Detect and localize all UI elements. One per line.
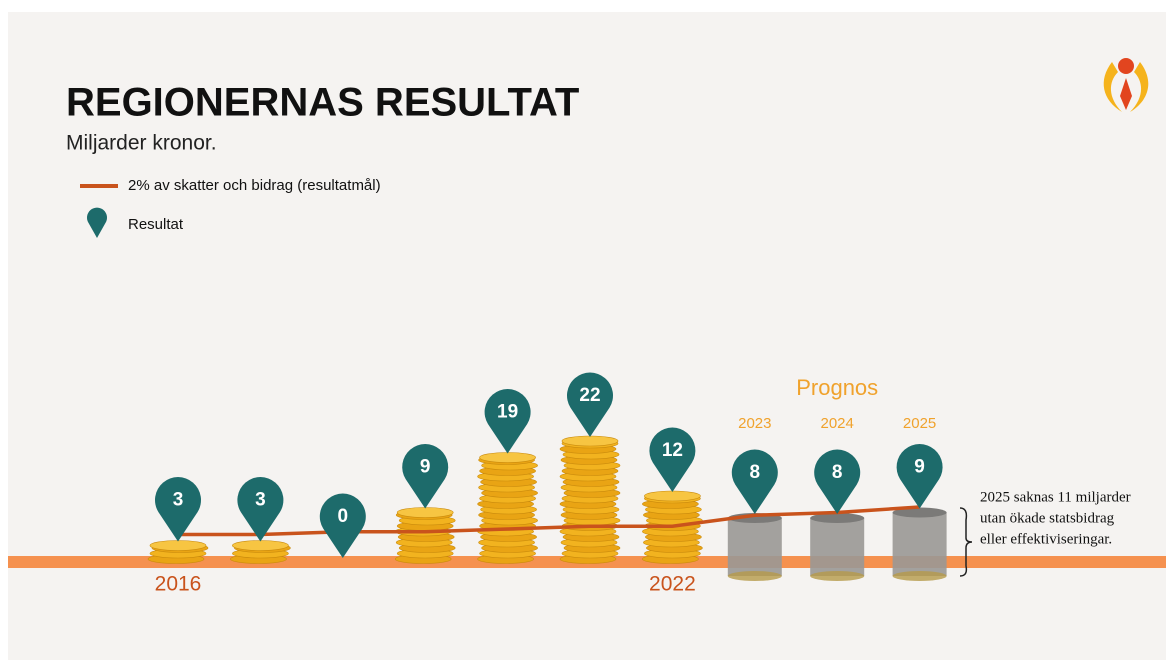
result-pin	[731, 449, 778, 514]
forecast-year: 2025	[903, 415, 936, 432]
cylinder-bottom	[810, 571, 865, 581]
data-label: 22	[579, 385, 600, 406]
result-pin	[402, 444, 449, 509]
data-label: 8	[750, 462, 761, 483]
coin-top	[396, 507, 454, 518]
cylinder-top	[810, 513, 865, 523]
annotation: eller effektiviseringar.	[980, 531, 1112, 547]
cylinder-top	[892, 507, 947, 518]
coin-top	[232, 540, 289, 551]
result-pin	[814, 449, 861, 514]
annotation: 2025 saknas 11 miljarder	[980, 489, 1131, 505]
coin-top	[644, 490, 701, 502]
coin-stack	[147, 540, 209, 564]
coin-top	[149, 540, 207, 551]
data-label: 12	[662, 440, 683, 461]
forecast-cylinder	[810, 513, 865, 581]
data-label: 0	[338, 506, 349, 527]
data-label: 9	[420, 457, 431, 478]
result-pin	[237, 477, 284, 542]
coin-stack	[394, 507, 456, 564]
coin-stack	[642, 490, 703, 564]
x-tick-label: 2022	[649, 573, 696, 596]
target-line	[178, 505, 920, 537]
coin-stack	[559, 435, 621, 564]
chart-title: REGIONERNAS RESULTAT	[66, 81, 579, 125]
cylinder-body	[892, 512, 947, 576]
data-label: 9	[914, 457, 925, 478]
data-label: 3	[173, 490, 184, 511]
result-pin	[484, 389, 531, 454]
data-label: 8	[832, 462, 843, 483]
data-label: 19	[497, 402, 518, 423]
coin-top	[479, 452, 536, 463]
forecast-year: 2024	[821, 415, 854, 432]
forecast-label: Prognos	[796, 375, 878, 400]
cylinder-bottom	[892, 571, 947, 581]
forecast-cylinder	[727, 513, 782, 581]
result-pin	[319, 493, 366, 558]
coin-top	[561, 435, 619, 447]
annotation-brace	[959, 507, 973, 577]
logo	[1103, 58, 1149, 112]
result-pin	[896, 444, 943, 509]
x-tick-label: 2016	[155, 573, 202, 596]
coin-stack	[230, 540, 291, 564]
result-pin	[155, 477, 201, 542]
annotation: utan ökade statsbidrag	[980, 510, 1115, 526]
legend-pin	[87, 207, 107, 238]
data-label: 3	[255, 490, 266, 511]
result-pin	[649, 427, 696, 492]
cylinder-body	[810, 518, 865, 576]
legend-label: Resultat	[128, 216, 184, 233]
cylinder-body	[727, 518, 782, 576]
coin-stack	[477, 452, 538, 564]
result-pin	[567, 372, 614, 437]
cylinder-bottom	[727, 571, 782, 581]
forecast-year: 2023	[738, 415, 771, 432]
forecast-cylinder	[892, 507, 947, 581]
legend-label: 2% av skatter och bidrag (resultatmål)	[128, 177, 381, 194]
chart-subtitle: Miljarder kronor.	[66, 132, 217, 155]
